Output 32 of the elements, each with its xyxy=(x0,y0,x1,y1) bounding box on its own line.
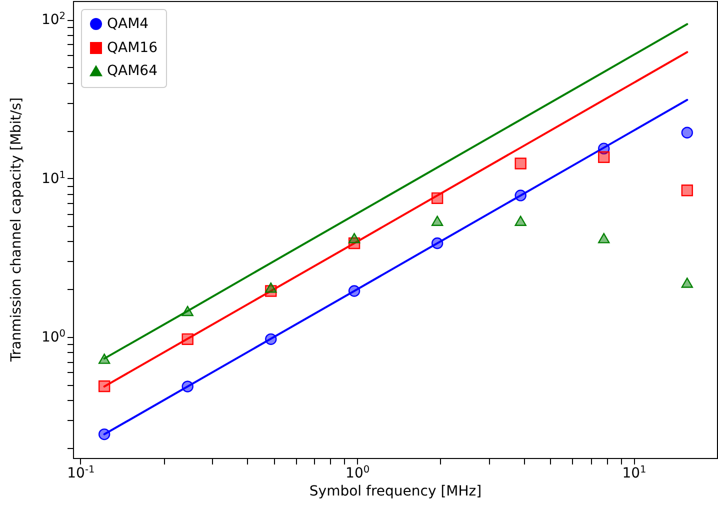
point xyxy=(431,216,444,226)
y-tick-label: 10$^{2}$ xyxy=(41,10,66,28)
point xyxy=(514,216,526,226)
point xyxy=(265,282,277,293)
point xyxy=(182,380,194,392)
x-tick-label: 10$^{1}$ xyxy=(622,464,646,482)
point xyxy=(598,232,610,244)
point xyxy=(431,192,444,204)
x-axis-title: Symbol frequency [MHz] xyxy=(309,484,482,500)
point xyxy=(98,380,110,392)
point xyxy=(681,184,693,196)
point xyxy=(182,306,194,316)
point xyxy=(348,232,360,244)
legend-label: QAM4 xyxy=(107,16,149,32)
point xyxy=(681,126,693,138)
point xyxy=(98,428,110,440)
y-tick-label: 10$^{0}$ xyxy=(41,328,66,346)
x-tick-label: 10$^{-1}$ xyxy=(67,464,95,482)
point xyxy=(598,151,610,163)
y-axis-title: Tranmission channel capacity [Mbit/s] xyxy=(8,97,24,363)
point xyxy=(514,158,526,170)
point xyxy=(182,333,194,346)
point xyxy=(431,237,444,250)
point xyxy=(98,354,110,364)
legend-label: QAM16 xyxy=(107,40,158,56)
point xyxy=(265,333,277,345)
point xyxy=(681,278,693,288)
point xyxy=(514,190,526,202)
legend-label: QAM64 xyxy=(107,63,158,79)
y-tick-label: 10$^{1}$ xyxy=(41,169,66,187)
point xyxy=(348,285,360,297)
x-tick-label: 10$^{0}$ xyxy=(346,464,370,482)
